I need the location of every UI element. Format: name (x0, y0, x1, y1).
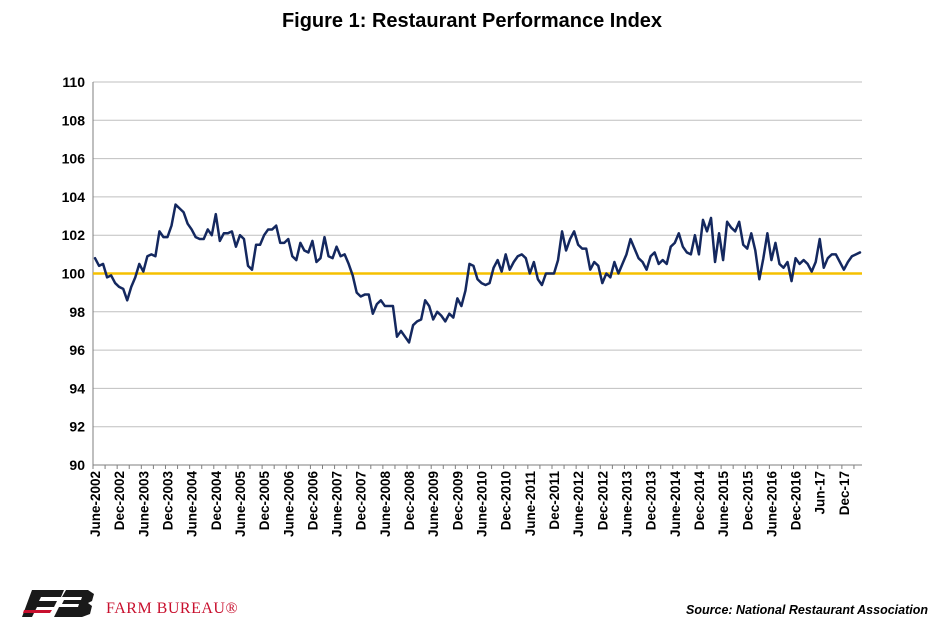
y-tick-label-100: 100 (62, 266, 86, 282)
x-tick-label-26: June-2015 (716, 471, 731, 538)
x-tick-label-30: Jun-17 (813, 471, 828, 515)
x-tick-label-3: Dec-2003 (161, 471, 176, 531)
x-tick-label-14: June-2009 (426, 471, 441, 537)
y-tick-label-102: 102 (62, 227, 86, 243)
farm-bureau-logo-icon (22, 590, 94, 617)
y-tick-label-110: 110 (62, 74, 85, 90)
x-tick-label-22: June-2013 (620, 471, 635, 538)
series-layer (93, 203, 862, 344)
y-tick-label-98: 98 (69, 304, 85, 320)
x-tick-label-25: Dec-2014 (692, 471, 707, 531)
y-tick-label-92: 92 (69, 419, 85, 435)
y-tick-label-108: 108 (62, 112, 86, 128)
x-tick-label-8: June-2006 (281, 471, 296, 538)
x-tick-label-29: Dec-2016 (789, 471, 804, 531)
x-tick-label-16: June-2010 (475, 471, 490, 537)
x-tick-label-12: June-2008 (378, 471, 393, 538)
x-tick-label-17: Dec-2010 (499, 471, 514, 530)
x-tick-labels: June-2002 Dec-2002 June-2003 Dec-2003 June-2… (88, 471, 852, 538)
x-tick-label-2: June-2003 (136, 471, 151, 538)
x-tick-label-1: Dec-2002 (112, 471, 127, 530)
x-tick-label-27: Dec-2015 (740, 471, 755, 531)
y-tick-labels: 90 92 94 96 98 100 102 104 106 108 110 (62, 74, 86, 473)
x-tick-label-4: June-2004 (185, 471, 200, 538)
x-tick-label-6: June-2005 (233, 471, 248, 538)
y-tick-label-94: 94 (69, 380, 85, 396)
x-tick-label-9: Dec-2006 (305, 471, 320, 531)
y-tick-label-96: 96 (69, 342, 85, 358)
x-tick-label-5: Dec-2004 (209, 471, 224, 531)
x-tick-label-13: Dec-2008 (402, 471, 417, 531)
x-tick-label-23: Dec-2013 (644, 471, 659, 531)
x-tick-label-24: June-2014 (668, 471, 683, 538)
y-tick-label-106: 106 (62, 151, 86, 167)
x-tick-label-10: June-2007 (330, 471, 345, 537)
x-tick-label-31: Dec-17 (837, 471, 852, 515)
source-note: Source: National Restaurant Association (686, 603, 928, 617)
x-tick-label-7: Dec-2005 (257, 471, 272, 531)
grid-layer (93, 81, 862, 428)
y-tick-label-90: 90 (69, 457, 85, 473)
x-tick-label-28: June-2016 (764, 471, 779, 538)
x-tick-label-19: Dec-2011 (547, 471, 562, 530)
x-tick-label-20: June-2012 (571, 471, 586, 537)
chart-title: Figure 1: Restaurant Performance Index (281, 10, 663, 32)
brand-name: FARM BUREAU® (106, 600, 239, 617)
x-tick-label-0: June-2002 (88, 471, 103, 537)
x-tick-label-21: Dec-2012 (595, 471, 610, 530)
x-tick-label-15: Dec-2009 (450, 471, 465, 530)
x-tick-label-11: Dec-2007 (354, 471, 369, 530)
x-tick-label-18: June-2011 (523, 471, 538, 537)
y-tick-label-104: 104 (62, 189, 86, 205)
